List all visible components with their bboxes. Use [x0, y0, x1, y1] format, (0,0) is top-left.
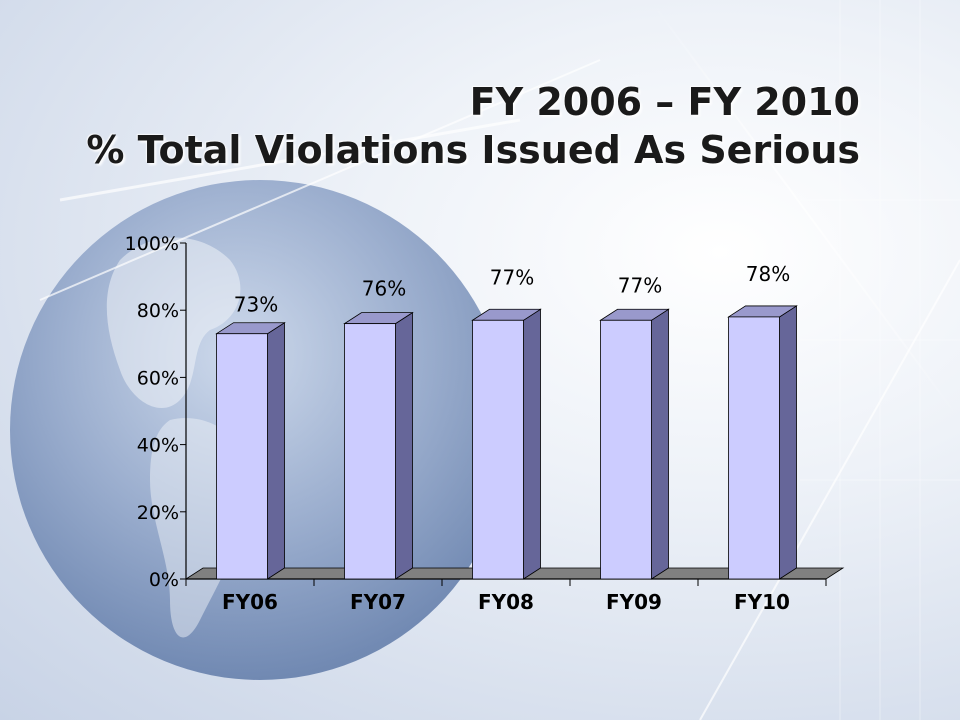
bar-side: [395, 311, 413, 580]
x-tick-label: FY10: [734, 590, 790, 614]
y-tick-label: 0%: [149, 569, 179, 591]
slide-title: FY 2006 – FY 2010 % Total Violations Iss…: [60, 78, 860, 174]
title-line-2: % Total Violations Issued As Serious: [86, 128, 860, 172]
bar-side: [779, 305, 797, 580]
y-tick-label: 20%: [137, 502, 179, 524]
y-tick-label: 100%: [125, 233, 179, 255]
x-tick-label: FY09: [606, 590, 662, 614]
y-tick-label: 80%: [137, 300, 179, 322]
bar: [600, 319, 652, 580]
data-label: 78%: [746, 262, 790, 286]
x-tick-label: FY06: [222, 590, 278, 614]
bar: [472, 319, 524, 580]
x-tick-label: FY07: [350, 590, 406, 614]
bar: [344, 323, 396, 580]
bar: [216, 333, 268, 580]
title-line-1: FY 2006 – FY 2010: [469, 80, 860, 124]
y-tick-label: 60%: [137, 367, 179, 389]
data-label: 73%: [234, 293, 278, 317]
bar-side: [267, 321, 285, 580]
data-label: 76%: [362, 277, 406, 301]
bar: [728, 316, 780, 580]
bar-side: [523, 308, 541, 580]
data-label: 77%: [618, 273, 662, 297]
bar-side: [651, 308, 669, 580]
x-tick-label: FY08: [478, 590, 534, 614]
data-label: 77%: [490, 265, 534, 289]
y-tick-label: 40%: [137, 435, 179, 457]
